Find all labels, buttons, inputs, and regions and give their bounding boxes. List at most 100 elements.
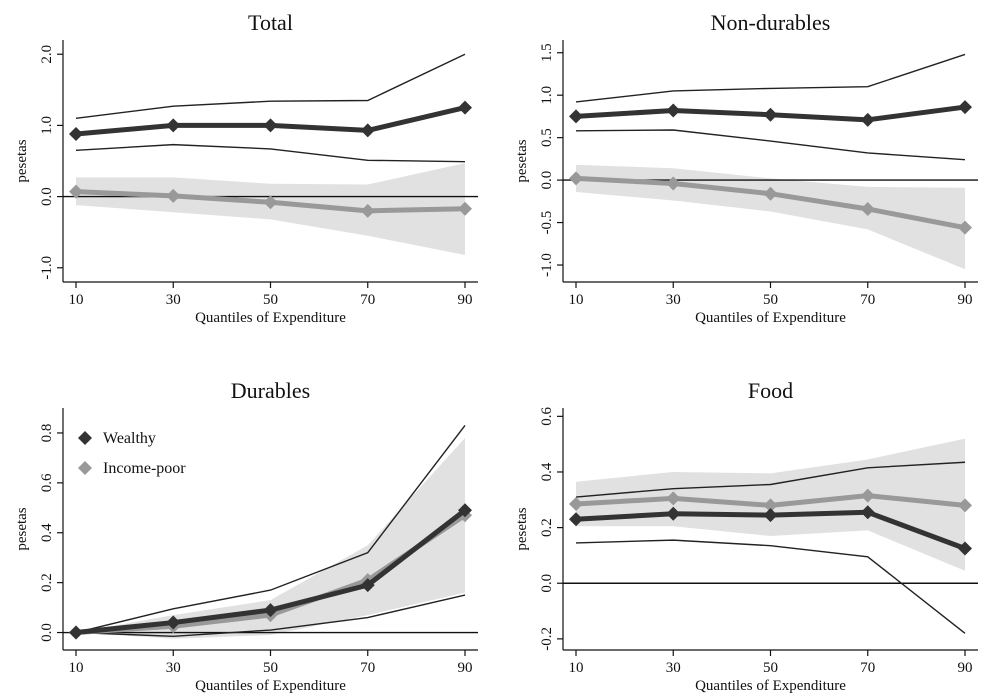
series-0-point [360, 578, 375, 593]
legend-label-1: Income-poor [103, 460, 186, 477]
y-tick-label: 1.0 [539, 86, 555, 105]
chart-panel-3: 10 30 50 70 90 -0.2 0.0 0.2 0.4 0.6 Food Quantiles … [514, 378, 978, 694]
wealthy-ci-upper-line [75, 53, 466, 119]
x-tick-label: 50 [763, 660, 778, 676]
x-tick-label: 30 [666, 292, 681, 308]
series-1-point [763, 186, 778, 201]
panel-title: Durables [231, 378, 310, 403]
x-tick-label: 70 [860, 292, 875, 308]
x-tick-label: 50 [763, 292, 778, 308]
series-0-point [958, 100, 972, 115]
series-0-point [763, 508, 778, 523]
x-axis-label: Quantiles of Expenditure [195, 310, 346, 326]
legend-label-0: Wealthy [103, 430, 156, 447]
y-tick-label: 0.4 [39, 523, 55, 542]
panel-title: Food [748, 378, 793, 403]
series-0-point [666, 506, 681, 521]
wealthy-ci-upper-line [75, 425, 466, 634]
series-0-point [458, 503, 472, 518]
y-tick-label: -1.0 [539, 253, 555, 277]
x-tick-label: 70 [860, 660, 875, 676]
legend-marker-1 [78, 461, 92, 475]
x-tick-label: 10 [69, 292, 84, 308]
x-axis-label: Quantiles of Expenditure [695, 310, 846, 326]
wealthy-ci-lower-line [75, 594, 466, 637]
series-0-point [166, 118, 181, 133]
series-0-point [360, 123, 375, 138]
series-0-point [860, 505, 875, 520]
x-tick-label: 70 [360, 292, 375, 308]
x-tick-label: 10 [569, 292, 584, 308]
series-1-point [860, 488, 875, 503]
y-tick-label: 0.0 [539, 574, 555, 593]
x-tick-label: 10 [569, 660, 584, 676]
series-1-point [263, 195, 278, 210]
series-0-point [69, 126, 83, 141]
series-1-point [860, 201, 875, 216]
y-axis-label: pesetas [514, 139, 530, 182]
y-axis-label: pesetas [14, 139, 30, 182]
wealthy-ci-lower-line [575, 539, 966, 634]
x-tick-label: 50 [263, 660, 278, 676]
wealthy-ci-lower-line [575, 129, 966, 161]
chart-panel-1: 10 30 50 70 90 -1.0 -0.5 0.0 0.5 1.0 1.5 Non-durabl… [514, 10, 978, 326]
legend: Wealthy Income-poor [78, 430, 186, 477]
x-tick-label: 90 [458, 292, 473, 308]
x-tick-label: 30 [166, 292, 181, 308]
y-tick-label: 0.4 [539, 462, 555, 481]
y-tick-label: 0.6 [39, 473, 55, 492]
confidence-band [576, 164, 965, 270]
series-1-point [666, 176, 681, 191]
series-0-point [569, 512, 583, 527]
y-axis-label: pesetas [514, 507, 530, 550]
y-tick-label: 0.8 [39, 424, 55, 443]
x-tick-label: 90 [958, 292, 973, 308]
chart-panel-0: 10 30 50 70 90 -1.0 0.0 1.0 2.0 Total Quantiles of… [14, 10, 478, 326]
x-tick-label: 90 [958, 660, 973, 676]
y-tick-label: 2.0 [39, 45, 55, 64]
series-1-point [666, 491, 681, 506]
legend-marker-0 [78, 431, 92, 445]
y-tick-label: -0.2 [539, 627, 555, 651]
series-1-point [569, 496, 583, 511]
y-axis-label: pesetas [14, 507, 30, 550]
x-tick-label: 30 [166, 660, 181, 676]
series-0-point [263, 118, 278, 133]
y-tick-label: 0.0 [539, 171, 555, 190]
series-0-point [263, 603, 278, 618]
wealthy-ci-lower-line [75, 143, 466, 163]
y-tick-label: 0.6 [539, 406, 555, 425]
y-tick-label: 0.2 [39, 573, 55, 592]
wealthy-ci-upper-line [575, 461, 966, 498]
x-axis-label: Quantiles of Expenditure [195, 678, 346, 694]
series-1-point [958, 220, 972, 235]
panel-title: Total [248, 10, 293, 35]
x-tick-label: 30 [666, 660, 681, 676]
series-0-point [958, 541, 972, 556]
series-1-point [458, 201, 472, 216]
series-1-point [958, 498, 972, 513]
x-axis-label: Quantiles of Expenditure [695, 678, 846, 694]
y-tick-label: 0.0 [39, 187, 55, 206]
series-0-point [458, 100, 472, 115]
x-tick-label: 50 [263, 292, 278, 308]
panel-title: Non-durables [711, 10, 831, 35]
y-tick-label: 0.5 [539, 128, 555, 147]
y-tick-label: -0.5 [539, 211, 555, 235]
y-tick-label: 1.0 [39, 116, 55, 135]
series-1-point [360, 203, 375, 218]
series-1-point [763, 498, 778, 513]
series-0-point [569, 109, 583, 124]
series-1-point [166, 188, 181, 203]
y-tick-label: 1.5 [539, 43, 555, 62]
series-1-point [569, 171, 583, 186]
x-tick-label: 10 [69, 660, 84, 676]
series-1-point [69, 184, 83, 199]
x-tick-label: 70 [360, 660, 375, 676]
series-0-point [69, 625, 83, 640]
series-0-point [166, 615, 181, 630]
y-tick-label: -1.0 [39, 256, 55, 280]
chart-panel-2: 10 30 50 70 90 0.0 0.2 0.4 0.6 0.8 Durables Quantil… [14, 378, 478, 694]
series-0-point [763, 107, 778, 122]
